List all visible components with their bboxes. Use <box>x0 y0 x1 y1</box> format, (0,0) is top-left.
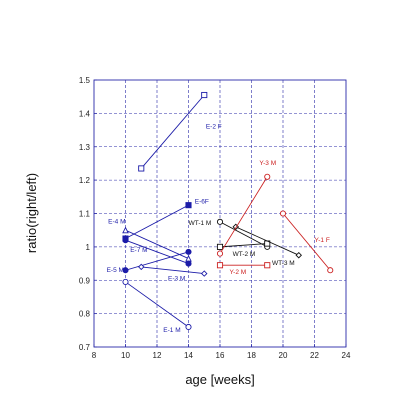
series-label: WT-1 M <box>189 220 212 227</box>
series-line <box>125 204 189 239</box>
data-point <box>216 250 224 257</box>
data-point <box>216 218 224 225</box>
series-y-1-f <box>279 210 334 274</box>
data-point <box>264 262 271 269</box>
y-axis-label: ratio(right/left) <box>24 173 39 253</box>
data-point <box>185 254 192 262</box>
x-tick-label: 14 <box>184 351 193 360</box>
series-line <box>125 251 189 271</box>
data-point <box>295 251 302 259</box>
data-point <box>122 267 129 274</box>
y-tick-label: 1 <box>86 243 91 252</box>
series-label: WT-3 M <box>272 260 295 267</box>
data-point <box>216 243 224 250</box>
data-point <box>216 262 224 269</box>
series-label: WT-2 M <box>233 251 256 258</box>
series-layer <box>122 91 334 331</box>
series-line <box>219 176 268 254</box>
series-line <box>140 94 205 169</box>
series-label: E-7 M <box>130 247 147 254</box>
y-tick-label: 1.1 <box>79 210 91 219</box>
series-label: Y-2 M <box>229 269 246 276</box>
data-point <box>122 226 129 234</box>
series-line <box>125 281 189 328</box>
y-tick-label: 1.4 <box>79 109 91 118</box>
series-e-1-m <box>122 278 192 331</box>
series-line <box>219 221 268 248</box>
point-labels: E-2 F E-6F E-4 M E-7 M E-5 M E-3 M E-1 M WT-1 M… <box>107 123 330 334</box>
y-tick-label: 0.9 <box>79 276 91 285</box>
data-point <box>122 278 129 285</box>
series-line <box>235 226 299 256</box>
x-tick-label: 8 <box>92 351 97 360</box>
data-point <box>201 270 208 277</box>
axis-ticks: 8 10 12 14 16 18 20 22 24 0.7 0.8 0.9 1 1.1 1.2 1.3 1.4 1… <box>79 76 351 360</box>
data-point <box>327 267 334 274</box>
series-wt-2-m <box>216 240 271 250</box>
x-axis-label: age [weeks] <box>185 372 254 387</box>
series-e-3-m <box>138 263 208 277</box>
data-point <box>185 248 192 255</box>
x-tick-label: 10 <box>121 351 130 360</box>
series-label: E-4 M <box>108 219 125 226</box>
series-line <box>141 266 205 275</box>
y-tick-label: 1.3 <box>79 143 91 152</box>
series-label: E-3 M <box>168 275 185 282</box>
series-label: E-1 M <box>163 327 180 334</box>
series-e-4-m <box>122 226 192 262</box>
data-point <box>185 323 192 331</box>
series-line <box>282 213 331 271</box>
x-tick-label: 18 <box>247 351 256 360</box>
series-label: Y-1 F <box>315 237 330 244</box>
data-point <box>279 210 287 217</box>
x-tick-label: 20 <box>279 351 288 360</box>
data-point <box>138 165 145 172</box>
series-e-7-m <box>122 237 192 267</box>
series-line <box>125 229 189 259</box>
data-point <box>138 263 145 271</box>
y-tick-label: 1.5 <box>79 76 91 85</box>
series-e-5-m <box>122 248 192 274</box>
x-tick-label: 16 <box>216 351 225 360</box>
series-label: Y-3 M <box>259 160 276 167</box>
y-tick-label: 0.8 <box>79 310 91 319</box>
x-tick-label: 12 <box>153 351 162 360</box>
series-y-2-m <box>216 262 271 269</box>
y-tick-label: 1.2 <box>79 176 91 185</box>
data-point <box>122 237 129 244</box>
y-tick-label: 0.7 <box>79 343 91 352</box>
data-point <box>264 173 271 180</box>
grid <box>94 80 346 347</box>
series-y-3-m <box>216 173 271 257</box>
x-tick-label: 24 <box>342 351 351 360</box>
series-line <box>219 243 268 248</box>
series-e-2-f <box>138 91 208 172</box>
data-point <box>201 91 208 99</box>
series-label: E-2 F <box>206 123 222 130</box>
series-label: E-5 M <box>107 267 124 274</box>
series-line <box>125 239 189 264</box>
series-label: E-6F <box>195 198 209 205</box>
data-point <box>185 260 192 267</box>
x-tick-label: 22 <box>310 351 319 360</box>
data-point <box>185 202 192 209</box>
